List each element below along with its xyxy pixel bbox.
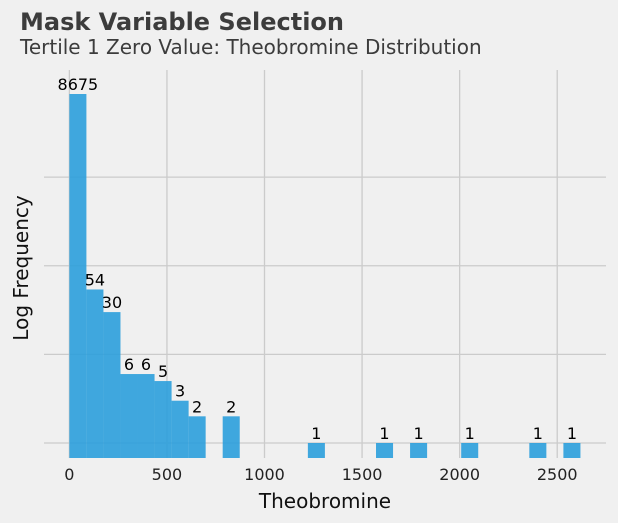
x-tick-label: 1000	[244, 465, 285, 484]
bar-count-label: 1	[379, 424, 389, 443]
bar-count-label: 1	[311, 424, 321, 443]
x-tick-label: 2000	[439, 465, 480, 484]
histogram-bar	[410, 443, 428, 458]
histogram-bar	[188, 416, 206, 458]
chart-subtitle: Tertile 1 Zero Value: Theobromine Distri…	[19, 35, 482, 59]
histogram-bar	[137, 374, 155, 458]
bar-count-label: 6	[124, 355, 134, 374]
bar-count-label: 1	[533, 424, 543, 443]
histogram-bar	[529, 443, 547, 458]
histogram-bar	[69, 94, 87, 458]
chart-title: Mask Variable Selection	[20, 8, 344, 36]
bar-count-label: 54	[85, 270, 105, 289]
histogram-bar	[103, 312, 121, 458]
bar-count-label: 2	[226, 397, 236, 416]
bar-count-label: 1	[465, 424, 475, 443]
bar-count-label: 1	[567, 424, 577, 443]
histogram-bar	[461, 443, 479, 458]
bar-count-label: 5	[158, 362, 168, 381]
x-tick-label: 500	[152, 465, 183, 484]
x-tick-layer: 0 500 1000 1500 2000 2500	[64, 465, 577, 484]
bar-count-label: 3	[175, 382, 185, 401]
bar-count-label: 30	[102, 293, 122, 312]
y-axis-label: Log Frequency	[9, 195, 33, 341]
histogram-bar	[222, 416, 240, 458]
x-tick-label: 1500	[342, 465, 383, 484]
bar-count-label: 6	[141, 355, 151, 374]
histogram-bar	[86, 289, 104, 458]
x-axis-label: Theobromine	[258, 489, 391, 513]
bar-count-label: 2	[192, 397, 202, 416]
histogram-bar	[307, 443, 325, 458]
histogram-bar	[563, 443, 581, 458]
bar-layer	[69, 94, 581, 458]
histogram-bar	[171, 400, 189, 458]
bar-count-label: 8675	[58, 75, 99, 94]
x-tick-label: 0	[64, 465, 74, 484]
histogram-bar	[154, 381, 172, 458]
histogram-bar	[376, 443, 394, 458]
x-tick-label: 2500	[537, 465, 578, 484]
histogram-bar	[120, 374, 138, 458]
bar-count-label: 1	[414, 424, 424, 443]
